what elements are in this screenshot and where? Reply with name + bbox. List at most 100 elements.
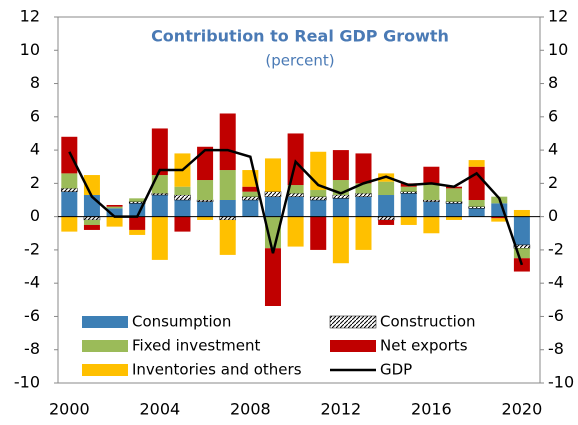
- bar-segment: [61, 191, 78, 217]
- bar-segment: [310, 216, 327, 250]
- bar-segment: [332, 194, 350, 199]
- y2-tick-label: 0: [548, 206, 558, 225]
- legend-swatch: [329, 315, 377, 329]
- y-tick-label: 2: [30, 173, 40, 192]
- bar-segment: [83, 224, 100, 230]
- y2-tick-label: 6: [548, 106, 558, 125]
- bar-segment: [242, 200, 259, 217]
- y2-tick-label: -4: [548, 273, 564, 292]
- bar-segment: [400, 186, 417, 192]
- bar-segment: [310, 190, 327, 197]
- bar-segment: [332, 216, 349, 264]
- legend-swatch: [330, 340, 376, 352]
- bar-segment: [468, 206, 485, 209]
- bar-segment: [378, 181, 395, 196]
- y2-tick-label: 8: [548, 73, 558, 92]
- y2-tick-label: -6: [548, 306, 564, 325]
- bar-segment: [61, 188, 78, 192]
- bar-segment: [423, 216, 440, 234]
- bar-segment: [287, 133, 304, 186]
- bar-segment: [197, 201, 214, 217]
- y-tick-label: 4: [30, 140, 40, 159]
- x-tick-label: 2000: [49, 400, 90, 419]
- bar-segment: [400, 191, 418, 194]
- bar-segment: [423, 183, 440, 200]
- bar-segment: [491, 216, 508, 219]
- bar-segment: [355, 153, 372, 184]
- bar-segment: [446, 203, 463, 217]
- bar-segment: [491, 218, 508, 222]
- bar-segment: [332, 150, 349, 181]
- bar-segment: [174, 194, 191, 201]
- chart-title: Contribution to Real GDP Growth: [151, 27, 449, 46]
- bar-segment: [61, 136, 78, 174]
- bar-segment: [378, 219, 395, 225]
- bar-segment: [106, 216, 123, 227]
- bar-segment: [423, 201, 440, 217]
- bar-segment: [219, 219, 236, 255]
- x-tick-label: 2004: [139, 400, 180, 419]
- y-tick-label: -2: [24, 239, 40, 258]
- bar-segment: [83, 219, 100, 225]
- gdp-line: [68, 148, 524, 266]
- legend-swatch: [82, 316, 128, 328]
- y-tick-label: 6: [30, 106, 40, 125]
- x-tick-label: 2016: [411, 400, 452, 419]
- y-tick-label: -10: [14, 373, 40, 392]
- bar-segment: [264, 196, 281, 217]
- chart-subtitle: (percent): [265, 52, 334, 70]
- bar-segment: [129, 198, 146, 202]
- bar-segment: [151, 216, 168, 260]
- y2-tick-label: -8: [548, 339, 564, 358]
- bar-segment: [61, 173, 78, 189]
- bar-segment: [355, 193, 372, 197]
- bar-segment: [309, 196, 327, 201]
- bar-segment: [174, 216, 191, 232]
- bar-segment: [513, 248, 530, 259]
- x-tick-label: 2008: [230, 400, 271, 419]
- bar-segment: [219, 200, 236, 217]
- bar-segment: [106, 204, 123, 207]
- legend-label: GDP: [380, 361, 412, 379]
- y-tick-label: 10: [20, 40, 40, 59]
- bar-segment: [310, 200, 327, 217]
- bar-segment: [61, 216, 78, 232]
- bar-segment: [287, 216, 304, 247]
- bar-segment: [197, 180, 214, 200]
- bar-segment: [129, 216, 146, 230]
- bar-segment: [242, 196, 259, 201]
- legend-label: Inventories and others: [132, 361, 302, 379]
- bar-segment: [219, 170, 236, 200]
- legend-swatch: [82, 340, 128, 352]
- bar-segment: [513, 209, 530, 217]
- bar-segment: [468, 166, 485, 200]
- bar-segment: [151, 193, 169, 196]
- bar-segment: [468, 160, 485, 167]
- bar-segment: [355, 183, 372, 194]
- bar-segment: [423, 166, 440, 184]
- y-tick-label: 12: [20, 7, 40, 26]
- bar-segment: [332, 198, 349, 217]
- bar-segment: [400, 216, 417, 225]
- bar-segment: [468, 200, 485, 207]
- bar-segment: [400, 193, 417, 217]
- bar-segment: [174, 200, 191, 217]
- y2-tick-label: 10: [548, 40, 568, 59]
- y2-tick-label: -2: [548, 239, 564, 258]
- bar-segment: [264, 158, 281, 192]
- y2-tick-label: -10: [548, 373, 574, 392]
- y2-tick-label: 2: [548, 173, 558, 192]
- y2-tick-label: 4: [548, 140, 558, 159]
- bar-segment: [151, 195, 168, 217]
- legend-label: Net exports: [380, 337, 468, 355]
- bar-segment: [129, 229, 146, 235]
- bar-segment: [513, 216, 530, 245]
- bar-segment: [174, 186, 191, 196]
- y-tick-label: 8: [30, 73, 40, 92]
- x-tick-label: 2020: [502, 400, 543, 419]
- legend-label: Construction: [380, 313, 476, 331]
- x-tick-label: 2012: [321, 400, 362, 419]
- bar-segment: [378, 195, 395, 217]
- bar-segment: [264, 248, 281, 310]
